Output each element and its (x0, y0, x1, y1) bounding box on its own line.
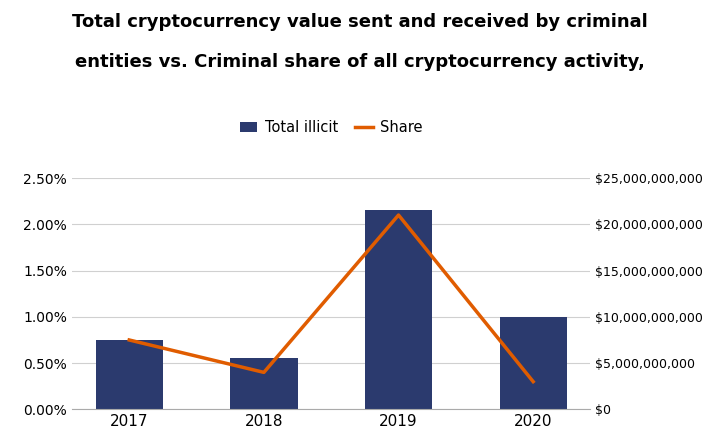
Bar (500, 317, 567, 409)
Bar (230, 359, 297, 409)
Bar (365, 210, 432, 409)
Text: Total cryptocurrency value sent and received by criminal: Total cryptocurrency value sent and rece… (72, 13, 648, 31)
Bar (96, 340, 163, 409)
Legend: Total illicit, Share: Total illicit, Share (234, 114, 428, 141)
Text: entities vs. Criminal share of all cryptocurrency activity,: entities vs. Criminal share of all crypt… (75, 53, 645, 71)
